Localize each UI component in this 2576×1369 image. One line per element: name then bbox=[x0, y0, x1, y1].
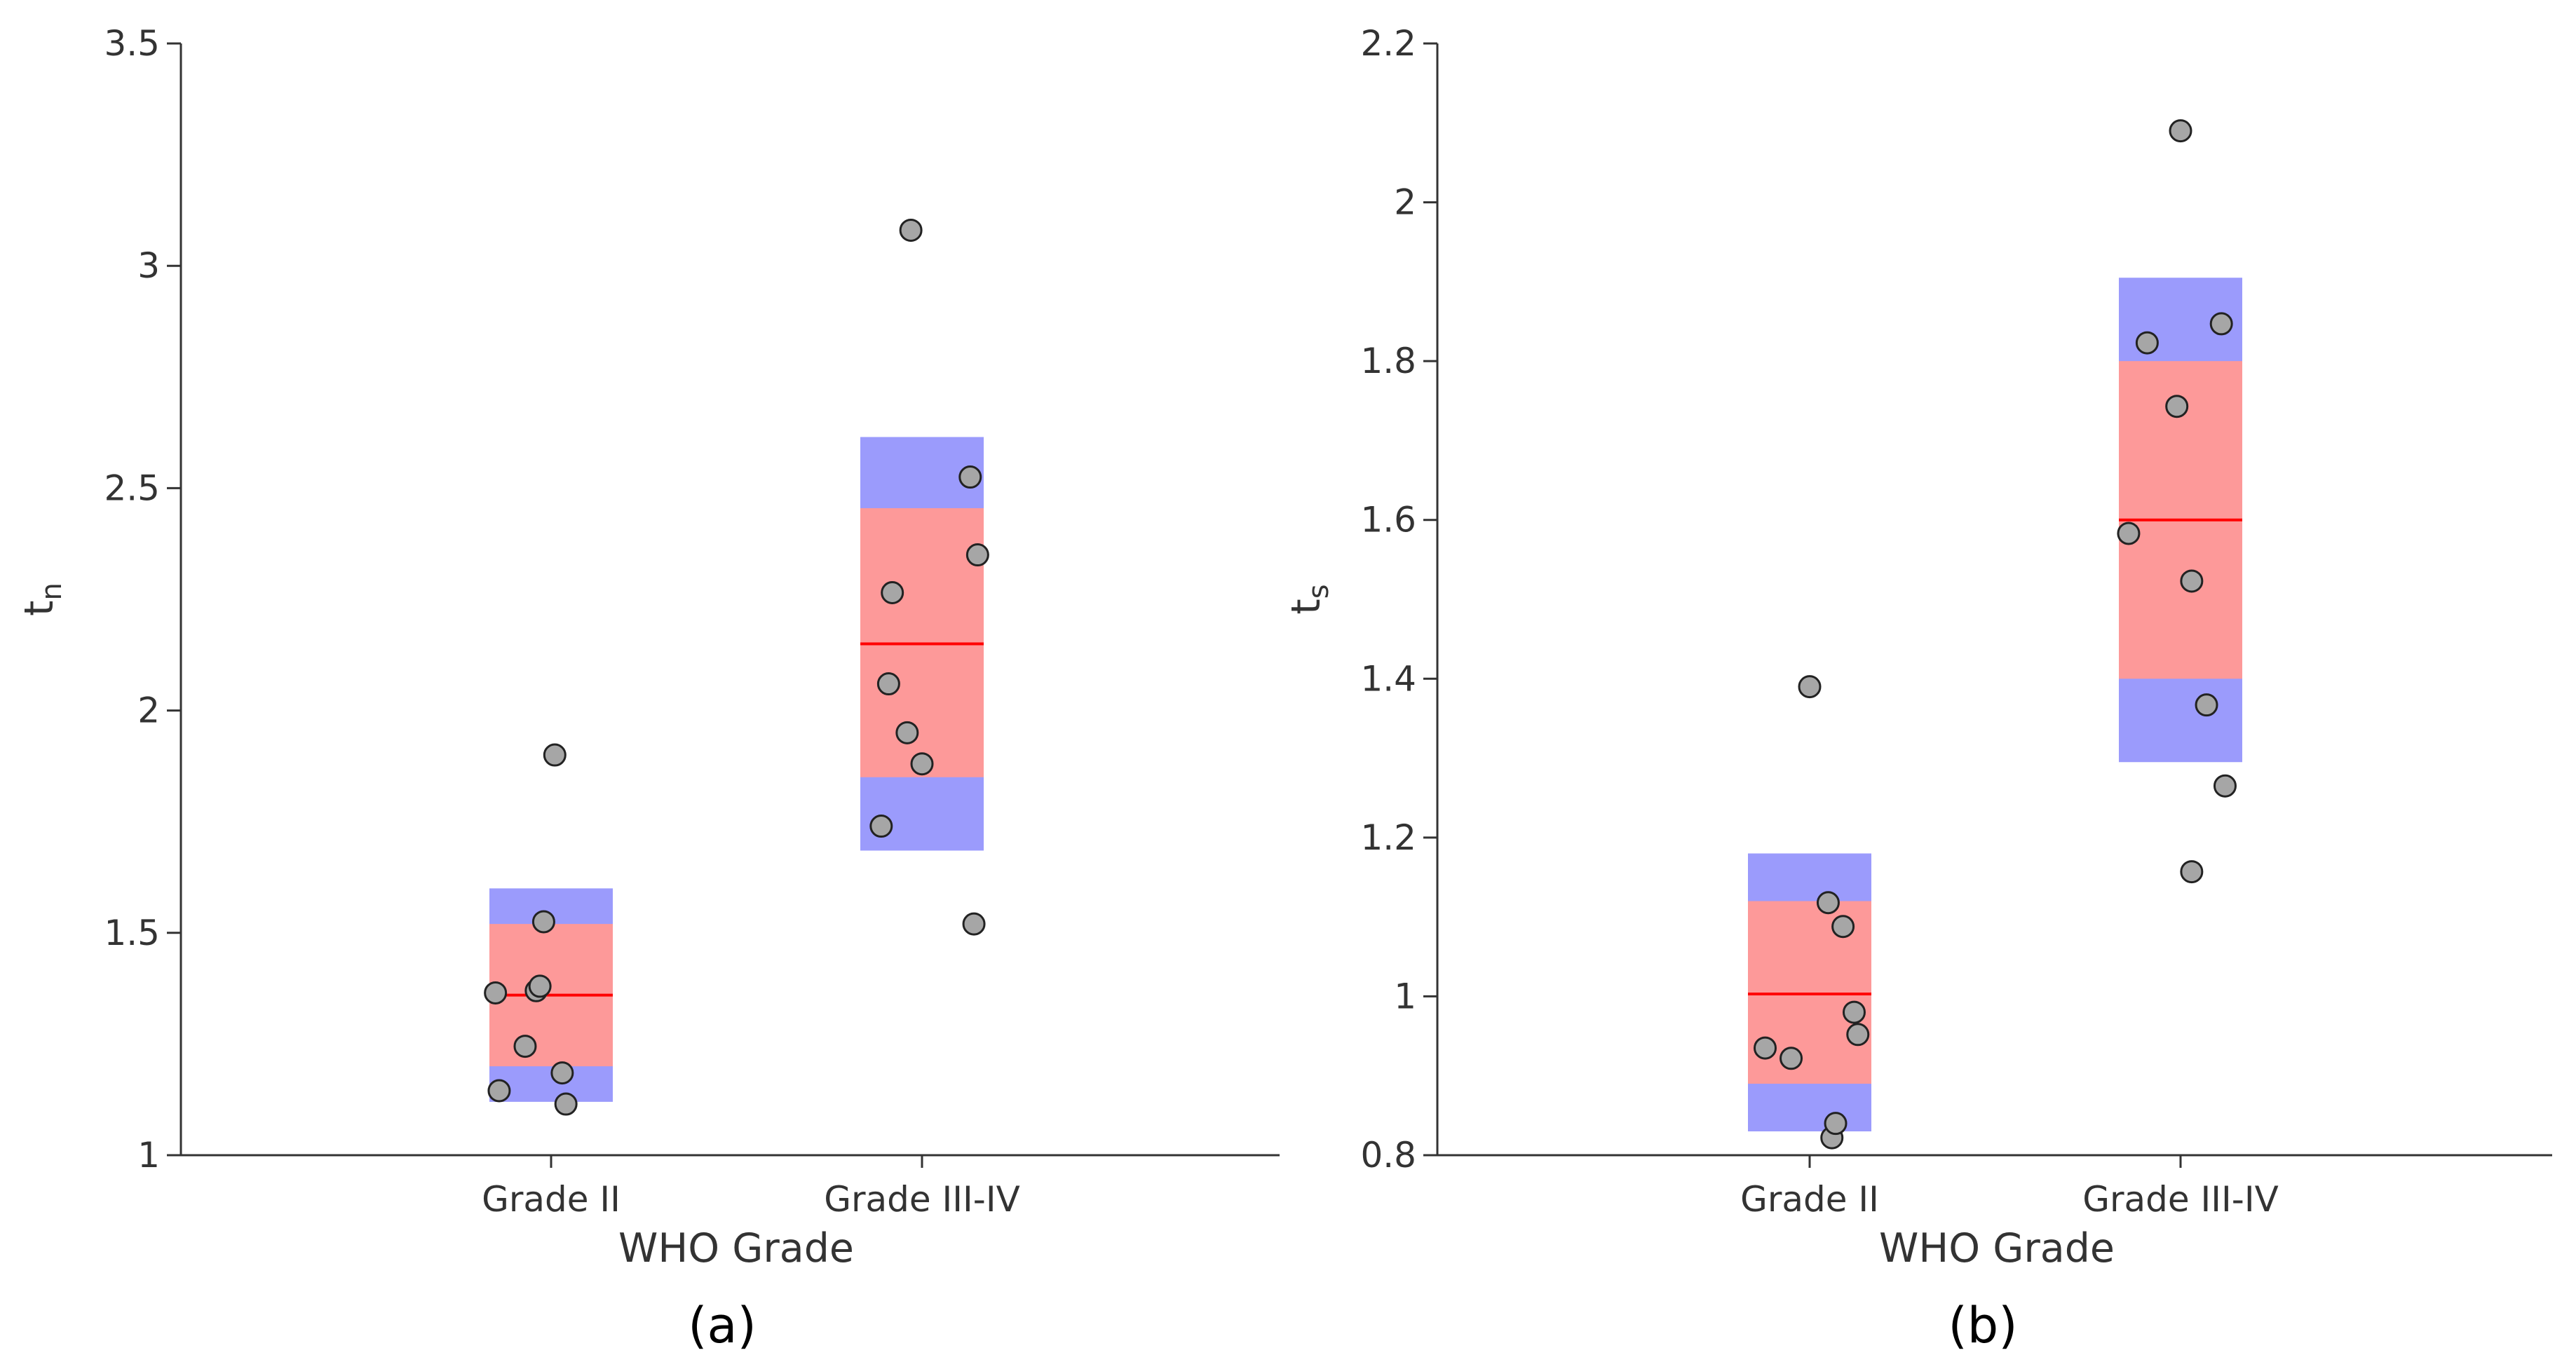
y-tick-label: 1.8 bbox=[1360, 341, 1416, 381]
group-grade-ii bbox=[484, 743, 613, 1116]
group-grade-iii-iv bbox=[2117, 119, 2242, 884]
data-point bbox=[1816, 891, 1840, 915]
data-point bbox=[484, 981, 508, 1004]
data-point bbox=[1842, 1000, 1866, 1024]
data-point bbox=[2180, 860, 2204, 884]
data-point bbox=[1780, 1047, 1803, 1070]
data-point bbox=[2209, 312, 2233, 336]
data-point bbox=[487, 1079, 511, 1103]
data-point bbox=[958, 465, 982, 489]
y-tick-label: 1.6 bbox=[1360, 500, 1416, 540]
y-tick-label: 2.5 bbox=[104, 468, 160, 508]
x-tick-label: Grade III-IV bbox=[824, 1179, 1020, 1220]
y-axis-title-subscript: n bbox=[36, 583, 68, 600]
data-point bbox=[1846, 1023, 1870, 1047]
data-point bbox=[1824, 1112, 1848, 1136]
y-axis-title: ts bbox=[1283, 584, 1335, 614]
y-axis-title: tn bbox=[16, 583, 68, 616]
data-point bbox=[1798, 675, 1822, 699]
data-point bbox=[881, 580, 904, 604]
y-axis-title-subscript: s bbox=[1303, 584, 1335, 599]
y-tick-label: 1 bbox=[1394, 976, 1416, 1016]
data-point bbox=[531, 910, 555, 934]
y-tick-label: 1.5 bbox=[104, 913, 160, 953]
data-point bbox=[910, 752, 934, 776]
y-tick-label: 2 bbox=[137, 690, 160, 731]
data-point bbox=[876, 672, 900, 696]
data-point bbox=[528, 974, 552, 998]
y-tick-label: 0.8 bbox=[1360, 1135, 1416, 1176]
y-tick-label: 1.2 bbox=[1360, 817, 1416, 858]
panel-a: 1 1.5 2 2.5 3 3.5 Grade II Grade III-IV WHO Grad… bbox=[16, 23, 1280, 1354]
y-tick-label: 2.2 bbox=[1360, 23, 1416, 64]
data-point bbox=[2169, 119, 2192, 143]
data-point bbox=[965, 543, 989, 567]
panel-b: 0.8 1 1.2 1.4 1.6 1.8 2 2.2 Grade II Grade III-IV… bbox=[1283, 23, 2552, 1354]
y-axis-title-main: t bbox=[1283, 599, 1329, 614]
data-point bbox=[1754, 1036, 1777, 1060]
data-point bbox=[2165, 395, 2189, 418]
x-tick-label: Grade II bbox=[482, 1179, 621, 1220]
data-point bbox=[2180, 569, 2204, 593]
data-point bbox=[2213, 774, 2237, 798]
panel-label: (b) bbox=[1948, 1297, 2017, 1354]
data-point bbox=[543, 743, 567, 767]
x-tick-label: Grade III-IV bbox=[2082, 1179, 2279, 1220]
y-tick-label: 3.5 bbox=[104, 23, 160, 64]
data-point bbox=[899, 218, 923, 242]
data-point bbox=[2195, 693, 2218, 717]
y-tick-label: 1 bbox=[137, 1135, 160, 1176]
data-point bbox=[962, 912, 986, 936]
panel-label: (a) bbox=[688, 1297, 757, 1354]
data-point bbox=[1831, 915, 1855, 939]
x-axis-title: WHO Grade bbox=[1879, 1225, 2115, 1272]
group-grade-ii bbox=[1748, 675, 1871, 1150]
group-grade-iii-iv bbox=[860, 218, 989, 936]
x-axis-title: WHO Grade bbox=[618, 1225, 854, 1272]
data-point bbox=[513, 1035, 537, 1058]
data-point bbox=[895, 721, 919, 744]
data-point bbox=[869, 815, 893, 838]
x-tick-label: Grade II bbox=[1740, 1179, 1879, 1220]
data-point bbox=[2117, 522, 2141, 545]
y-tick-label: 2 bbox=[1394, 182, 1416, 223]
data-point bbox=[2135, 331, 2159, 355]
y-tick-label: 3 bbox=[137, 245, 160, 286]
y-tick-label: 1.4 bbox=[1360, 658, 1416, 699]
data-point bbox=[550, 1061, 574, 1085]
data-point bbox=[554, 1092, 578, 1116]
y-axis-title-main: t bbox=[16, 601, 62, 616]
